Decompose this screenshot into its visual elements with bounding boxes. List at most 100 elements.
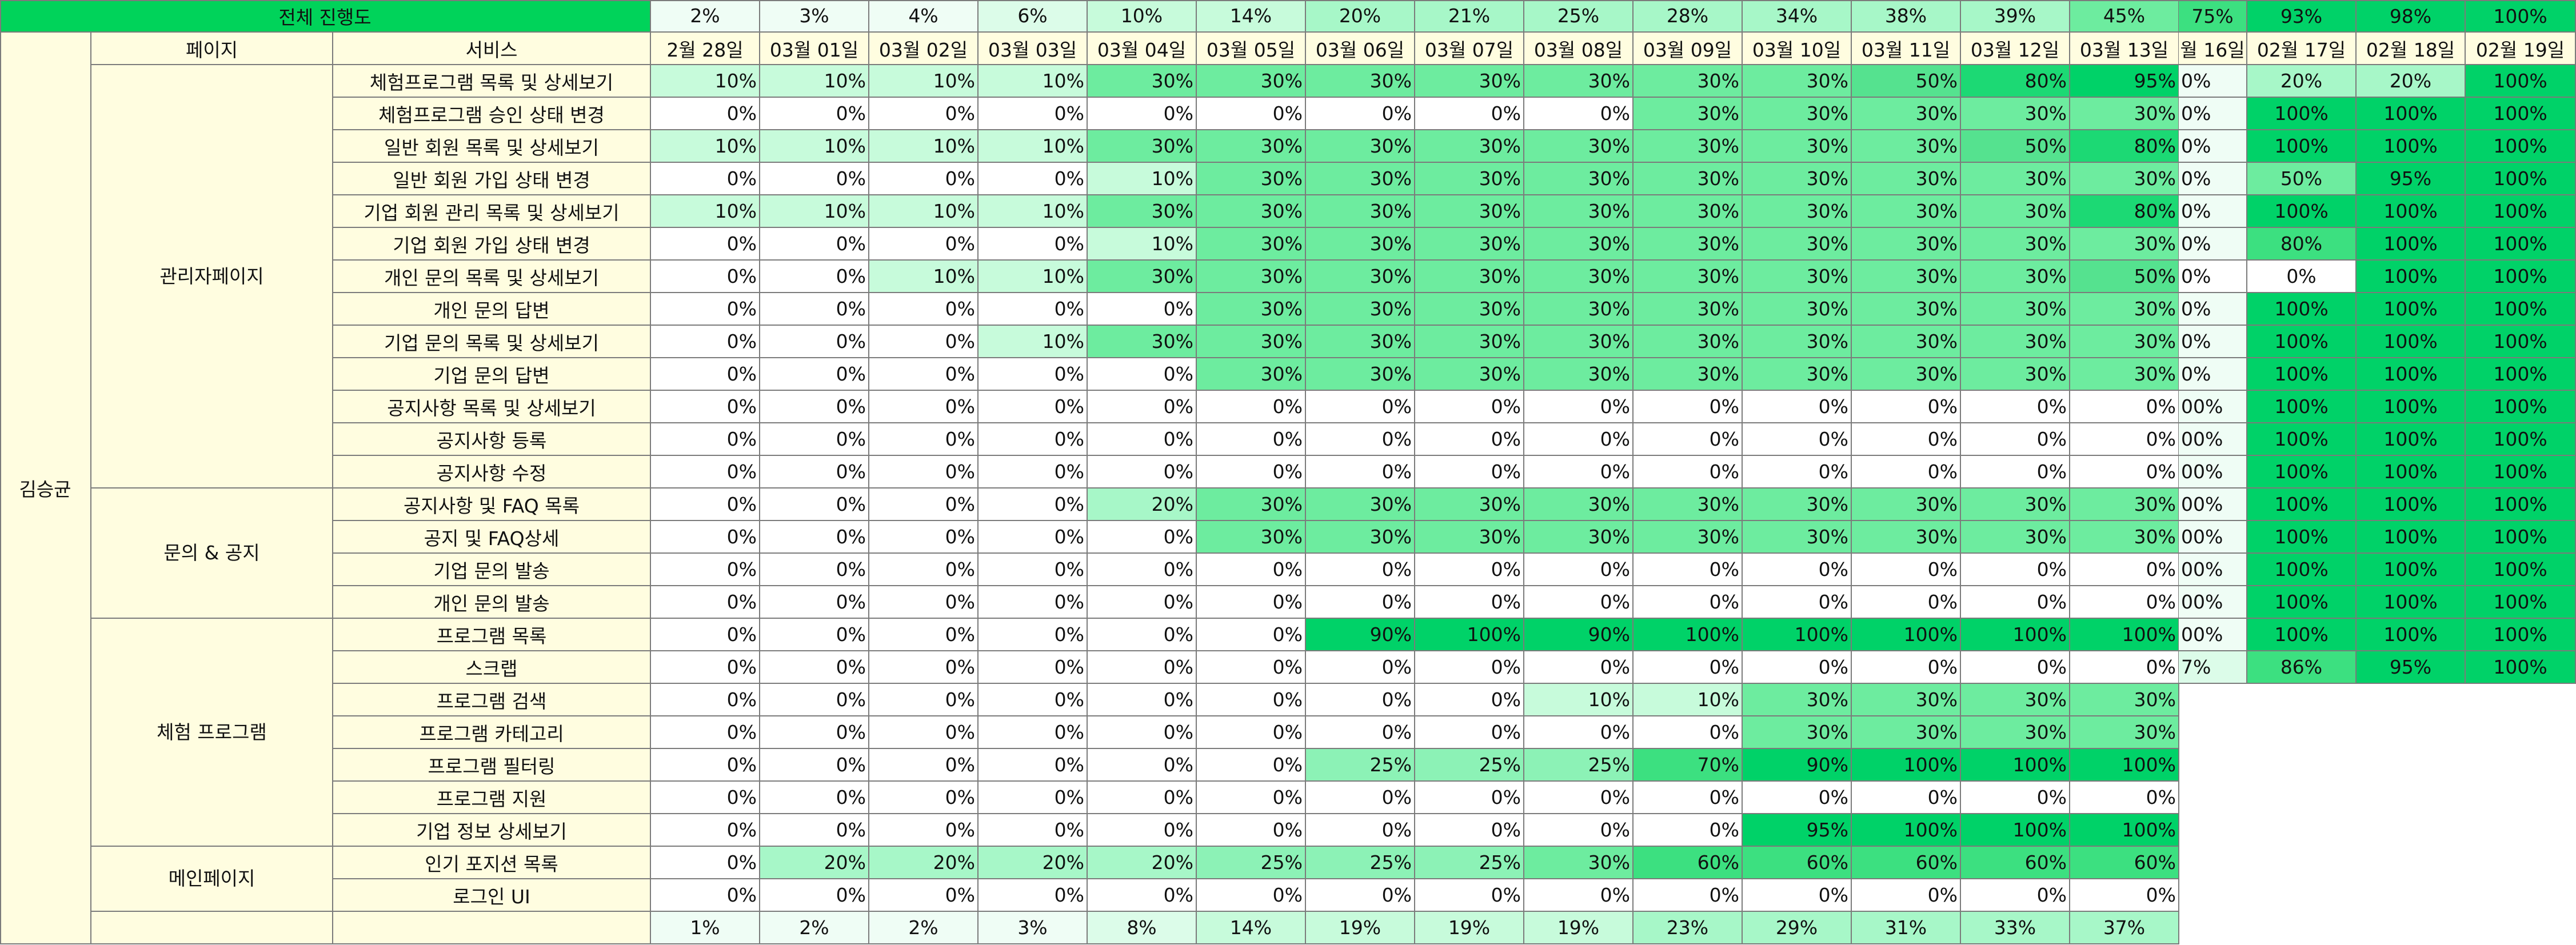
progress-cell[interactable]: 30% bbox=[1634, 98, 1743, 130]
progress-cell[interactable]: 0% bbox=[869, 391, 979, 423]
progress-cell[interactable]: 0% bbox=[651, 391, 760, 423]
progress-cell[interactable]: 30% bbox=[1743, 716, 1852, 749]
progress-cell[interactable]: 30% bbox=[1088, 195, 1197, 228]
progress-cell[interactable]: 0% bbox=[651, 521, 760, 554]
progress-cell[interactable]: 0% bbox=[760, 814, 869, 847]
progress-cell[interactable]: 30% bbox=[1852, 358, 1961, 391]
progress-cell[interactable]: 0% bbox=[979, 163, 1088, 195]
ghost-progress-cell[interactable]: 100% bbox=[2247, 619, 2357, 651]
progress-cell[interactable]: 10% bbox=[1524, 684, 1634, 716]
progress-cell[interactable]: 30% bbox=[1852, 228, 1961, 261]
ghost-progress-cell[interactable]: 0% bbox=[2179, 293, 2247, 326]
progress-cell[interactable]: 0% bbox=[1743, 423, 1852, 456]
progress-cell[interactable]: 30% bbox=[1961, 228, 2070, 261]
progress-cell[interactable]: 30% bbox=[1961, 716, 2070, 749]
progress-cell[interactable]: 30% bbox=[1634, 293, 1743, 326]
progress-cell[interactable]: 30% bbox=[1306, 326, 1415, 358]
ghost-progress-cell[interactable]: 0% bbox=[2179, 195, 2247, 228]
progress-cell[interactable]: 30% bbox=[1852, 488, 1961, 521]
progress-cell[interactable]: 60% bbox=[2070, 847, 2179, 879]
progress-cell[interactable]: 0% bbox=[651, 326, 760, 358]
service-name[interactable]: 공지 및 FAQ상세 bbox=[333, 521, 651, 554]
progress-cell[interactable]: 30% bbox=[1197, 261, 1306, 293]
progress-cell[interactable]: 30% bbox=[1634, 130, 1743, 163]
progress-cell[interactable]: 60% bbox=[1852, 847, 1961, 879]
progress-cell[interactable]: 0% bbox=[1524, 554, 1634, 586]
progress-cell[interactable]: 0% bbox=[1961, 391, 2070, 423]
overall-progress-cell[interactable]: 34% bbox=[1743, 0, 1852, 33]
progress-cell[interactable]: 10% bbox=[760, 65, 869, 98]
progress-cell[interactable]: 0% bbox=[1306, 554, 1415, 586]
ghost-progress-cell[interactable]: 100% bbox=[2357, 326, 2466, 358]
ghost-progress-cell[interactable]: 100% bbox=[2247, 98, 2357, 130]
progress-cell[interactable]: 30% bbox=[1197, 293, 1306, 326]
progress-cell[interactable]: 10% bbox=[979, 130, 1088, 163]
progress-cell[interactable]: 0% bbox=[1197, 391, 1306, 423]
progress-cell[interactable]: 30% bbox=[1634, 163, 1743, 195]
progress-cell[interactable]: 0% bbox=[1961, 586, 2070, 619]
ghost-progress-cell[interactable]: 0% bbox=[2179, 98, 2247, 130]
progress-cell[interactable]: 0% bbox=[1088, 619, 1197, 651]
progress-cell[interactable]: 30% bbox=[1306, 163, 1415, 195]
progress-cell[interactable]: 0% bbox=[1088, 651, 1197, 684]
page-group-label[interactable]: 체험 프로그램 bbox=[91, 619, 333, 847]
progress-cell[interactable]: 30% bbox=[1306, 65, 1415, 98]
progress-cell[interactable]: 0% bbox=[1088, 814, 1197, 847]
progress-cell[interactable]: 30% bbox=[1306, 488, 1415, 521]
progress-cell[interactable]: 95% bbox=[1743, 814, 1852, 847]
ghost-progress-cell[interactable]: 100% bbox=[2466, 423, 2576, 456]
ghost-progress-cell[interactable]: 86% bbox=[2247, 651, 2357, 684]
date-column-header[interactable]: 03월 01일 bbox=[760, 33, 869, 65]
ghost-overall-cell[interactable]: 100% bbox=[2466, 0, 2576, 33]
ghost-progress-cell[interactable]: 100% bbox=[2357, 261, 2466, 293]
date-column-header[interactable]: 2월 28일 bbox=[651, 33, 760, 65]
overall-progress-cell[interactable]: 38% bbox=[1852, 0, 1961, 33]
progress-cell[interactable]: 30% bbox=[1306, 195, 1415, 228]
ghost-progress-cell[interactable]: 100% bbox=[2357, 130, 2466, 163]
progress-cell[interactable]: 0% bbox=[869, 521, 979, 554]
progress-cell[interactable]: 30% bbox=[1524, 228, 1634, 261]
progress-cell[interactable]: 10% bbox=[1634, 684, 1743, 716]
progress-cell[interactable]: 60% bbox=[1961, 847, 2070, 879]
ghost-progress-cell[interactable]: 100% bbox=[2357, 488, 2466, 521]
daily-total-cell[interactable]: 19% bbox=[1415, 912, 1524, 944]
ghost-progress-cell[interactable]: 0% bbox=[2179, 163, 2247, 195]
progress-cell[interactable]: 0% bbox=[760, 554, 869, 586]
progress-cell[interactable]: 90% bbox=[1524, 619, 1634, 651]
ghost-progress-cell[interactable]: 100% bbox=[2466, 619, 2576, 651]
progress-cell[interactable]: 30% bbox=[1852, 684, 1961, 716]
progress-cell[interactable]: 0% bbox=[651, 782, 760, 814]
progress-cell[interactable]: 30% bbox=[1743, 488, 1852, 521]
progress-cell[interactable]: 0% bbox=[1634, 423, 1743, 456]
progress-cell[interactable]: 0% bbox=[1415, 456, 1524, 488]
service-name[interactable]: 일반 회원 목록 및 상세보기 bbox=[333, 130, 651, 163]
daily-total-cell[interactable]: 1% bbox=[651, 912, 760, 944]
page-group-label[interactable]: 문의 & 공지 bbox=[91, 488, 333, 619]
progress-cell[interactable]: 0% bbox=[760, 326, 869, 358]
progress-cell[interactable]: 30% bbox=[1415, 358, 1524, 391]
progress-cell[interactable]: 0% bbox=[651, 488, 760, 521]
progress-cell[interactable]: 0% bbox=[760, 456, 869, 488]
progress-cell[interactable]: 0% bbox=[651, 358, 760, 391]
progress-cell[interactable]: 0% bbox=[651, 879, 760, 912]
progress-cell[interactable]: 30% bbox=[1743, 228, 1852, 261]
progress-cell[interactable]: 30% bbox=[1852, 195, 1961, 228]
overall-progress-cell[interactable]: 6% bbox=[979, 0, 1088, 33]
progress-cell[interactable]: 30% bbox=[1961, 261, 2070, 293]
progress-cell[interactable]: 0% bbox=[760, 619, 869, 651]
service-name[interactable]: 일반 회원 가입 상태 변경 bbox=[333, 163, 651, 195]
progress-cell[interactable]: 30% bbox=[1306, 130, 1415, 163]
ghost-progress-cell[interactable]: 50% bbox=[2247, 163, 2357, 195]
progress-cell[interactable]: 0% bbox=[979, 456, 1088, 488]
progress-cell[interactable]: 90% bbox=[1306, 619, 1415, 651]
ghost-progress-cell[interactable]: 100% bbox=[2466, 228, 2576, 261]
progress-cell[interactable]: 0% bbox=[869, 326, 979, 358]
progress-cell[interactable]: 0% bbox=[869, 554, 979, 586]
progress-cell[interactable]: 0% bbox=[760, 163, 869, 195]
ghost-progress-cell[interactable]: 100% bbox=[2357, 554, 2466, 586]
progress-cell[interactable]: 0% bbox=[869, 684, 979, 716]
progress-cell[interactable]: 0% bbox=[1524, 456, 1634, 488]
progress-cell[interactable]: 10% bbox=[979, 261, 1088, 293]
progress-cell[interactable]: 0% bbox=[1088, 391, 1197, 423]
ghost-progress-cell[interactable]: 100% bbox=[2357, 423, 2466, 456]
